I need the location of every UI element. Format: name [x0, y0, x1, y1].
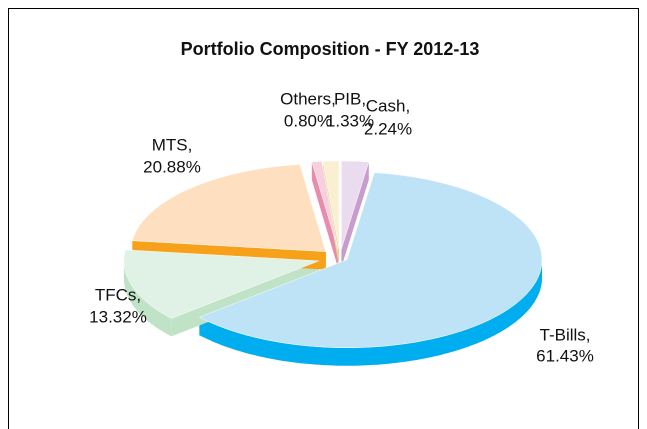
slice-label: TFCs,	[95, 285, 141, 304]
chart-title: Portfolio Composition - FY 2012-13	[181, 39, 480, 59]
slice-value-label: 13.32%	[89, 307, 147, 326]
pie-slice	[131, 164, 327, 252]
pie-slice	[198, 172, 543, 348]
slice-label: MTS,	[152, 135, 193, 154]
slice-label: T-Bills,	[540, 325, 591, 344]
pie-slice	[341, 160, 370, 250]
slice-label: Others,	[280, 89, 336, 108]
slice-edge-face	[341, 161, 369, 267]
slice-wall	[123, 260, 172, 337]
frame	[8, 8, 639, 429]
slice-value-label: 61.43%	[536, 346, 594, 365]
slice-wall	[199, 259, 542, 366]
slice-value-label: 2.24%	[364, 119, 412, 138]
pie-slice	[123, 249, 319, 319]
slice-label: PIB,	[334, 89, 366, 108]
pie-slice	[322, 160, 340, 250]
slice-value-label: 0.80%	[284, 111, 332, 130]
slice-value-label: 20.88%	[143, 157, 201, 176]
slice-label: Cash,	[366, 96, 410, 115]
slice-edge-face	[311, 161, 338, 267]
pie-slice	[311, 161, 339, 250]
slice-value-label: 1.33%	[326, 111, 374, 130]
